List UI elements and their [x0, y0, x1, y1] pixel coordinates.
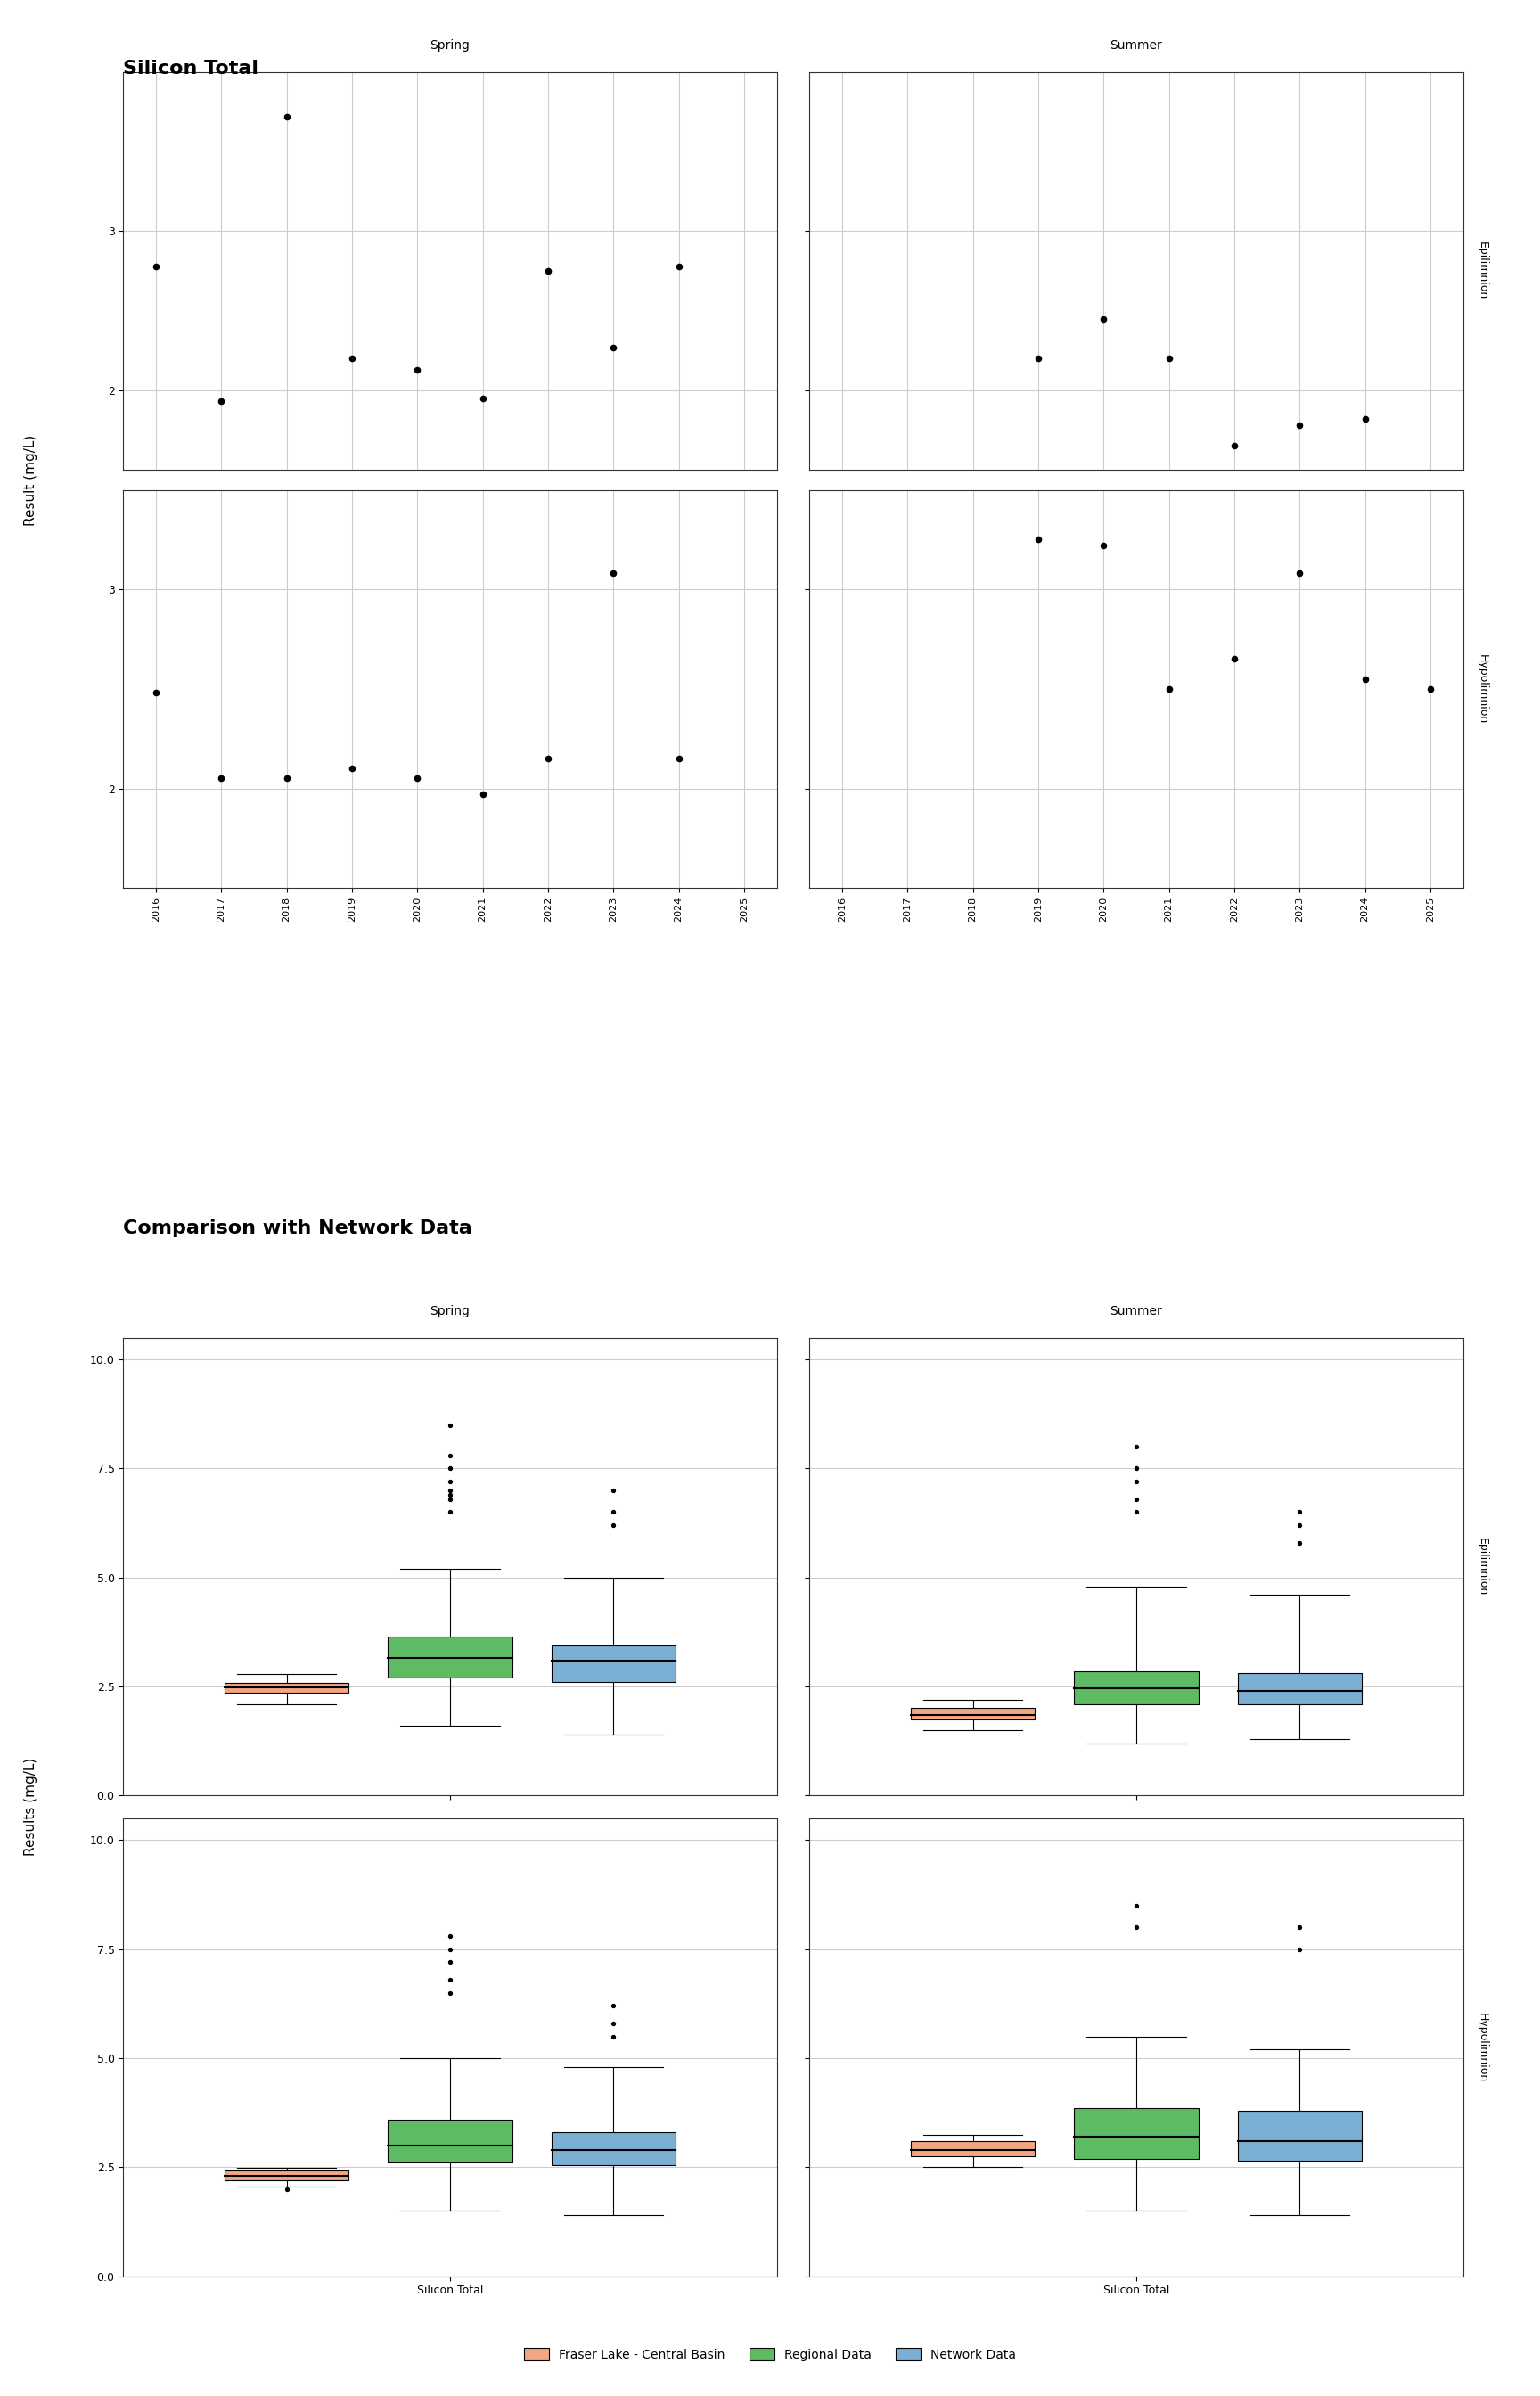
- Point: [601, 328, 625, 367]
- Point: [1124, 1907, 1149, 1946]
- Bar: [388, 1636, 513, 1677]
- Point: [667, 740, 691, 779]
- Point: [601, 1471, 625, 1509]
- Point: [1092, 527, 1117, 565]
- Text: Spring: Spring: [430, 1306, 470, 1318]
- Bar: [1073, 1672, 1198, 1704]
- Point: [209, 383, 234, 422]
- Text: Spring: Spring: [430, 38, 470, 53]
- Point: [601, 2003, 625, 2041]
- Point: [437, 1931, 462, 1970]
- Point: [437, 1406, 462, 1445]
- Bar: [1238, 1672, 1361, 1704]
- Point: [1287, 1507, 1312, 1545]
- Point: [1124, 1450, 1149, 1488]
- Point: [1092, 300, 1117, 338]
- Point: [1287, 1493, 1312, 1531]
- Point: [340, 750, 365, 788]
- Point: [1157, 671, 1181, 709]
- Bar: [910, 1708, 1035, 1720]
- Point: [1124, 1493, 1149, 1531]
- Text: Hypolimnion: Hypolimnion: [1477, 654, 1488, 724]
- Point: [274, 2171, 299, 2209]
- Point: [1124, 1481, 1149, 1519]
- Text: Silicon Total: Silicon Total: [123, 60, 259, 77]
- Point: [470, 379, 494, 417]
- Point: [405, 350, 430, 388]
- Bar: [910, 2142, 1035, 2156]
- Point: [1287, 1931, 1312, 1970]
- Point: [340, 340, 365, 379]
- Point: [274, 98, 299, 137]
- Point: [470, 776, 494, 815]
- Bar: [225, 2171, 348, 2180]
- Text: Results (mg/L): Results (mg/L): [25, 1759, 37, 1857]
- Point: [667, 247, 691, 285]
- Point: [437, 1960, 462, 1998]
- Text: Epilimnion: Epilimnion: [1477, 242, 1488, 300]
- Point: [1026, 340, 1050, 379]
- Point: [143, 673, 168, 712]
- Bar: [388, 2118, 513, 2164]
- Point: [1124, 1462, 1149, 1500]
- Point: [1221, 426, 1246, 465]
- Point: [601, 553, 625, 592]
- Text: Summer: Summer: [1110, 38, 1163, 53]
- Bar: [225, 1682, 348, 1694]
- Point: [405, 760, 430, 798]
- Point: [143, 247, 168, 285]
- Point: [536, 252, 561, 290]
- Point: [437, 1493, 462, 1531]
- Text: Summer: Summer: [1110, 1306, 1163, 1318]
- Point: [536, 740, 561, 779]
- Text: Result (mg/L): Result (mg/L): [25, 434, 37, 525]
- Point: [1221, 640, 1246, 678]
- Point: [437, 1462, 462, 1500]
- Text: Epilimnion: Epilimnion: [1477, 1538, 1488, 1596]
- Point: [437, 1974, 462, 2013]
- Point: [1026, 520, 1050, 558]
- Point: [601, 1507, 625, 1545]
- Legend: Fraser Lake - Central Basin, Regional Data, Network Data: Fraser Lake - Central Basin, Regional Da…: [519, 2343, 1021, 2365]
- Point: [601, 2017, 625, 2056]
- Point: [437, 1476, 462, 1514]
- Point: [437, 1943, 462, 1981]
- Point: [601, 1493, 625, 1531]
- Point: [1157, 340, 1181, 379]
- Point: [1352, 400, 1377, 438]
- Point: [1418, 671, 1443, 709]
- Text: Comparison with Network Data: Comparison with Network Data: [123, 1220, 473, 1236]
- Text: Hypolimnion: Hypolimnion: [1477, 2013, 1488, 2082]
- Point: [601, 1986, 625, 2025]
- Point: [1287, 1907, 1312, 1946]
- Point: [1287, 1524, 1312, 1562]
- Point: [1124, 1886, 1149, 1924]
- Point: [1287, 553, 1312, 592]
- Point: [1287, 407, 1312, 446]
- Bar: [551, 2132, 676, 2166]
- Point: [1418, 453, 1443, 491]
- Point: [209, 760, 234, 798]
- Point: [437, 1917, 462, 1955]
- Bar: [551, 1646, 676, 1682]
- Point: [1352, 659, 1377, 697]
- Bar: [1073, 2108, 1198, 2159]
- Bar: [1238, 2111, 1361, 2161]
- Point: [437, 1471, 462, 1509]
- Point: [437, 1450, 462, 1488]
- Point: [437, 1435, 462, 1474]
- Point: [274, 760, 299, 798]
- Point: [1124, 1428, 1149, 1466]
- Point: [437, 1481, 462, 1519]
